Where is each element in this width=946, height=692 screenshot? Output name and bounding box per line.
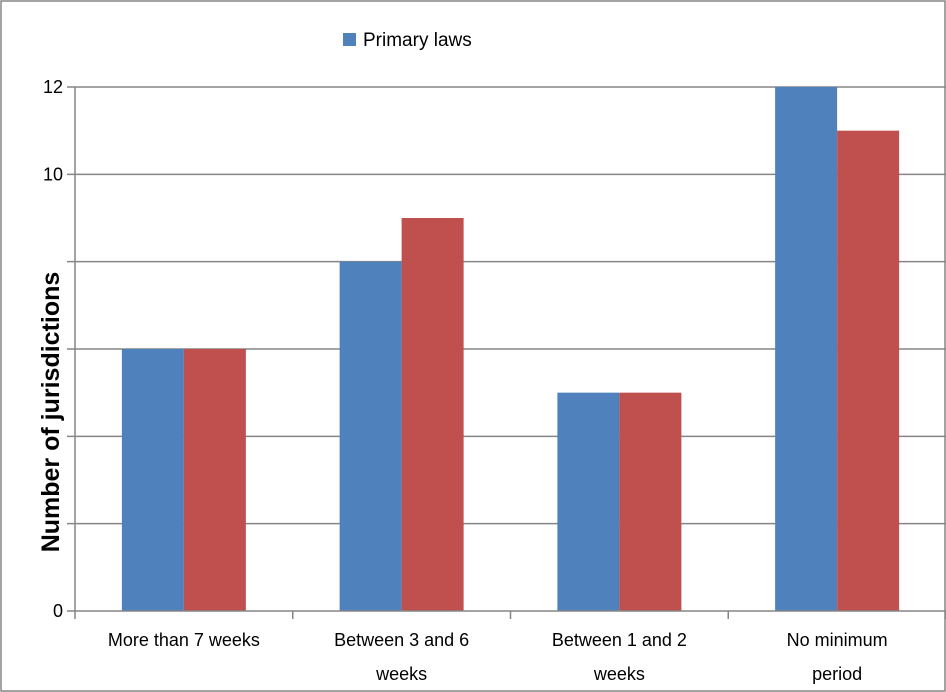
y-tick-label: 12 <box>43 77 63 97</box>
bar <box>775 87 838 611</box>
x-category-label: Between 3 and 6 weeks <box>334 630 469 684</box>
x-category-label-line: Between 3 and 6 <box>334 630 469 650</box>
legend-swatch-primary-laws <box>343 33 356 46</box>
x-category-label-line: Between 1 and 2 <box>552 630 687 650</box>
bar <box>557 392 620 611</box>
bar <box>837 130 900 611</box>
y-axis-label: Number of jurisdictions <box>37 272 65 553</box>
y-tick-label: 0 <box>53 601 63 621</box>
legend-label-primary-laws: Primary laws <box>363 30 472 51</box>
y-tick-label: 10 <box>43 164 63 184</box>
x-category-label: No minimum period <box>787 630 888 684</box>
bars <box>121 87 900 611</box>
x-category-labels: More than 7 weeks Between 3 and 6 weeksBet… <box>108 630 888 684</box>
bar <box>183 349 246 611</box>
x-category-label-line: More than 7 weeks <box>108 630 260 650</box>
bar <box>121 349 184 611</box>
y-tick-labels: 0 10 12 <box>43 77 63 621</box>
x-category-label-line: weeks <box>375 664 427 684</box>
bar <box>619 392 682 611</box>
x-category-label: Between 1 and 2 weeks <box>552 630 687 684</box>
bar <box>339 261 402 611</box>
bar <box>401 218 464 611</box>
legend: Primary laws <box>343 30 472 51</box>
x-category-label-line: weeks <box>593 664 645 684</box>
x-category-label: More than 7 weeks <box>108 630 260 650</box>
x-category-label-line: period <box>812 664 862 684</box>
axes <box>67 87 946 619</box>
x-category-label-line: No minimum <box>787 630 888 650</box>
